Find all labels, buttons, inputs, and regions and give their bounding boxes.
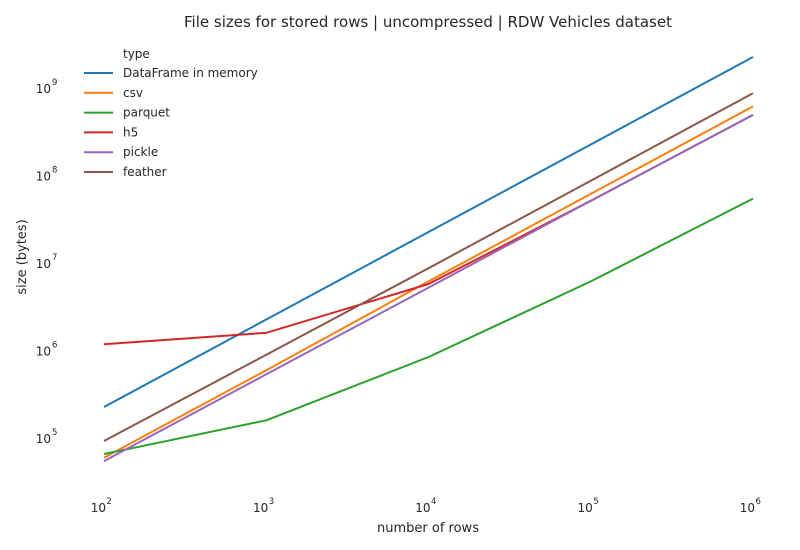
y-tick-base: 10	[36, 257, 51, 271]
y-tick-label: 10 7	[36, 253, 58, 271]
x-tick-label: 10 4	[415, 497, 436, 515]
y-tick-label: 10 6	[36, 341, 58, 359]
series-line-h5	[103, 114, 754, 346]
x-tick-base: 10	[415, 501, 430, 515]
legend-label: DataFrame in memory	[123, 66, 258, 80]
series-line-csv	[103, 105, 754, 459]
x-tick-base: 10	[253, 501, 268, 515]
legend-item: parquet	[84, 106, 170, 120]
x-tick-label: 10 3	[253, 497, 274, 515]
series-line-feather	[103, 92, 754, 442]
y-tick-exponent: 8	[52, 166, 57, 176]
x-tick-exponent: 5	[593, 497, 598, 507]
x-tick-exponent: 2	[107, 497, 112, 507]
plot-lines	[103, 56, 754, 462]
legend-label: csv	[123, 86, 143, 100]
legend-item: h5	[84, 125, 138, 139]
y-tick-base: 10	[36, 345, 51, 359]
y-tick-exponent: 7	[52, 253, 57, 263]
legend-title: type	[123, 47, 150, 61]
x-tick-base: 10	[740, 501, 755, 515]
x-tick-exponent: 6	[756, 497, 761, 507]
y-tick-base: 10	[36, 170, 51, 184]
y-tick-label: 10 5	[36, 428, 58, 446]
x-axis-ticks: 10 2 10 3 10 4 10 5 10 6	[91, 497, 761, 515]
legend-label: h5	[123, 125, 138, 139]
chart-title: File sizes for stored rows | uncompresse…	[184, 13, 672, 31]
x-tick-exponent: 4	[431, 497, 436, 507]
x-tick-base: 10	[577, 501, 592, 515]
y-tick-exponent: 5	[52, 428, 57, 438]
series-line-parquet	[103, 197, 754, 455]
legend-label: pickle	[123, 145, 158, 159]
series-line-dataframe-in-memory	[103, 56, 754, 408]
legend-item: feather	[84, 165, 167, 179]
legend-item: DataFrame in memory	[84, 66, 258, 80]
x-axis-label: number of rows	[377, 521, 479, 536]
x-tick-label: 10 2	[91, 497, 112, 515]
series-line-pickle	[103, 114, 754, 462]
y-tick-label: 10 9	[36, 78, 58, 96]
x-tick-exponent: 3	[269, 497, 274, 507]
y-axis-label: size (bytes)	[15, 219, 30, 294]
legend-item: csv	[84, 86, 143, 100]
legend-label: feather	[123, 165, 167, 179]
y-tick-base: 10	[36, 432, 51, 446]
x-tick-base: 10	[91, 501, 106, 515]
y-tick-exponent: 6	[52, 341, 57, 351]
x-tick-label: 10 6	[740, 497, 761, 515]
legend-label: parquet	[123, 106, 170, 120]
x-tick-label: 10 5	[577, 497, 598, 515]
legend-item: pickle	[84, 145, 158, 159]
y-tick-label: 10 8	[36, 166, 58, 184]
y-tick-base: 10	[36, 82, 51, 96]
legend: type DataFrame in memory csv parquet h5 pick…	[84, 47, 258, 179]
y-tick-exponent: 9	[52, 78, 57, 88]
